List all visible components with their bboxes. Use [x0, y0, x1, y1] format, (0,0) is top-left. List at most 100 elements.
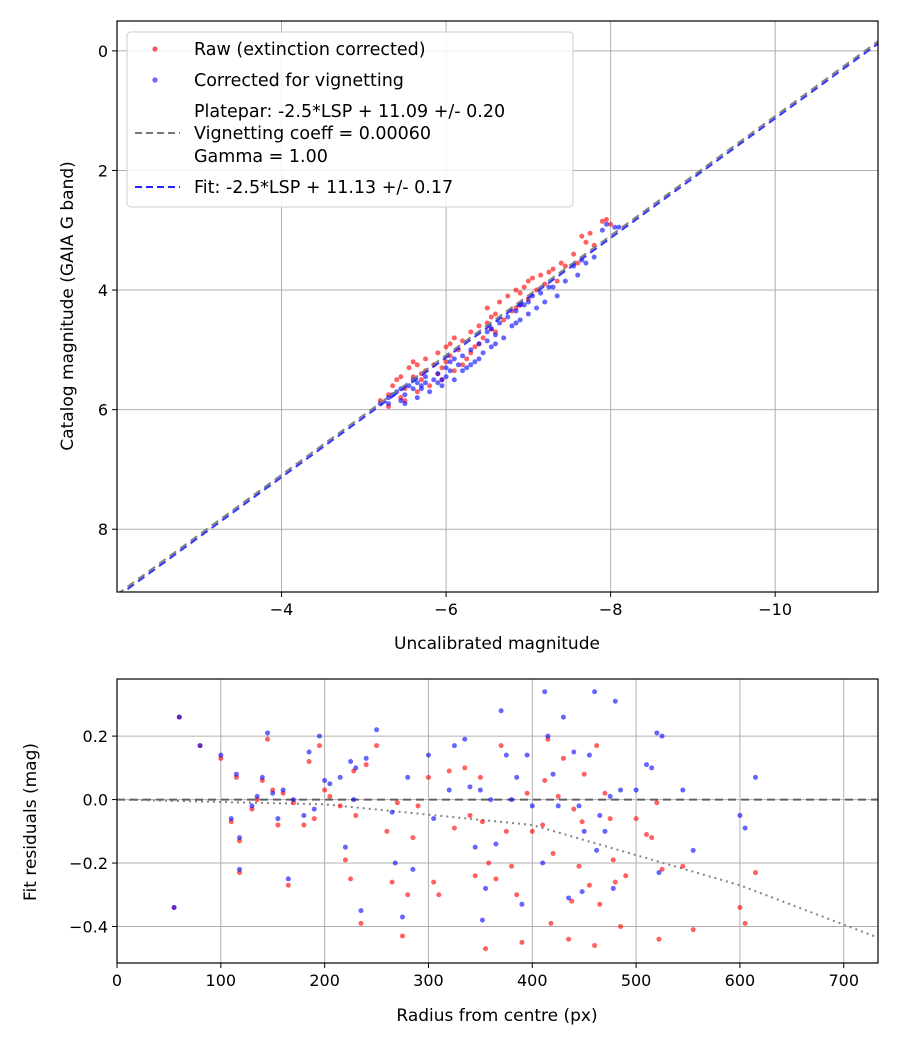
bottom-point-corrected [493, 841, 499, 847]
legend-label-raw: Raw (extinction corrected) [194, 40, 426, 60]
bottom-point-raw [656, 936, 662, 942]
bottom-point-corrected [218, 752, 224, 758]
top-point-corrected [460, 353, 466, 359]
top-point-raw [521, 284, 527, 290]
bottom-point-raw [519, 939, 525, 945]
top-point-corrected [414, 380, 420, 386]
bottom-point-raw [602, 790, 608, 796]
bottom-point-raw [503, 828, 509, 834]
top-point-raw [608, 221, 614, 227]
top-line-fit [121, 42, 878, 592]
bottom-point-corrected [579, 889, 585, 895]
top-point-raw [414, 389, 420, 395]
legend-label-platepar: Platepar: -2.5*LSP + 11.09 +/- 0.20 [194, 102, 505, 122]
top-point-corrected [525, 299, 531, 305]
top-point-corrected [525, 311, 531, 317]
bottom-point-raw [425, 774, 431, 780]
top-point-corrected [538, 290, 544, 296]
bottom-point-corrected [467, 784, 473, 790]
top-point-corrected [554, 293, 560, 299]
legend-label-fit: Fit: -2.5*LSP + 11.13 +/- 0.17 [194, 178, 453, 198]
top-point-corrected [435, 371, 441, 377]
bottom-x-tick-label: 400 [517, 971, 548, 990]
bottom-point-raw [550, 851, 556, 857]
bottom-point-corrected [337, 774, 343, 780]
bottom-point-corrected [311, 806, 317, 812]
bottom-point-corrected [566, 895, 572, 901]
top-point-corrected [550, 284, 556, 290]
top-point-corrected [427, 389, 433, 395]
top-point-corrected [591, 254, 597, 260]
bottom-point-corrected [270, 790, 276, 796]
bottom-point-raw [301, 822, 307, 828]
bottom-point-raw [311, 816, 317, 822]
top-point-corrected [542, 299, 548, 305]
top-point-corrected [455, 362, 461, 368]
legend-box [126, 31, 574, 208]
top-point-corrected [464, 365, 470, 371]
top-point-corrected [439, 377, 445, 383]
bottom-point-corrected [498, 708, 504, 714]
top-point-corrected [460, 368, 466, 374]
top-point-corrected [406, 383, 412, 389]
top-point-corrected [398, 398, 404, 404]
top-point-raw [575, 260, 581, 266]
bottom-point-corrected [451, 743, 457, 749]
top-point-raw [492, 311, 498, 317]
bottom-point-corrected [353, 765, 359, 771]
top-point-corrected [385, 395, 391, 401]
top-point-raw [398, 374, 404, 380]
bottom-point-corrected [597, 812, 603, 818]
top-point-corrected [546, 284, 552, 290]
bottom-point-raw [374, 743, 380, 749]
bottom-points [171, 689, 758, 952]
bottom-point-corrected [228, 816, 234, 822]
bottom-point-corrected [197, 743, 203, 749]
top-point-raw [460, 362, 466, 368]
bottom-point-corrected [633, 787, 639, 793]
top-chart: −4 −6 −8 −10 0 2 4 6 8 Uncalibrated magnitude Ca… [58, 20, 879, 654]
bottom-point-raw [555, 793, 561, 799]
top-point-corrected [410, 386, 416, 392]
bottom-point-corrected [290, 797, 296, 803]
legend-marker-raw [152, 46, 158, 52]
bottom-point-corrected [483, 885, 489, 891]
top-point-corrected [501, 335, 507, 341]
bottom-point-raw [384, 828, 390, 834]
top-x-tick-label: −8 [599, 600, 623, 619]
bottom-point-corrected [519, 901, 525, 907]
bottom-point-corrected [571, 749, 577, 755]
top-x-tick-label: −10 [758, 600, 792, 619]
bottom-point-corrected [405, 774, 411, 780]
bottom-point-raw [571, 806, 577, 812]
bottom-point-raw [265, 736, 271, 742]
bottom-axes-frame [116, 678, 879, 964]
top-point-corrected [513, 320, 519, 326]
bottom-point-raw [659, 866, 665, 872]
bottom-point-corrected [306, 749, 312, 755]
bottom-point-corrected [462, 736, 468, 742]
bottom-point-corrected [488, 797, 494, 803]
bottom-point-corrected [472, 844, 478, 850]
bottom-point-raw [509, 863, 515, 869]
bottom-point-raw [566, 936, 572, 942]
top-point-corrected [451, 356, 457, 362]
top-point-raw [460, 338, 466, 344]
top-point-raw [513, 287, 519, 293]
top-point-raw [443, 344, 449, 350]
bottom-point-raw [529, 828, 535, 834]
top-point-corrected [488, 326, 494, 332]
bottom-point-raw [405, 892, 411, 898]
bottom-point-raw [389, 879, 395, 885]
bottom-point-raw [327, 793, 333, 799]
bottom-y-tick-label: −0.2 [69, 854, 108, 873]
bottom-point-corrected [690, 847, 696, 853]
bottom-x-tick-label: 300 [413, 971, 444, 990]
bottom-point-corrected [612, 698, 618, 704]
bottom-point-corrected [237, 866, 243, 872]
bottom-point-raw [353, 812, 359, 818]
bottom-point-raw [569, 898, 575, 904]
bottom-point-corrected [280, 787, 286, 793]
bottom-point-corrected [602, 828, 608, 834]
